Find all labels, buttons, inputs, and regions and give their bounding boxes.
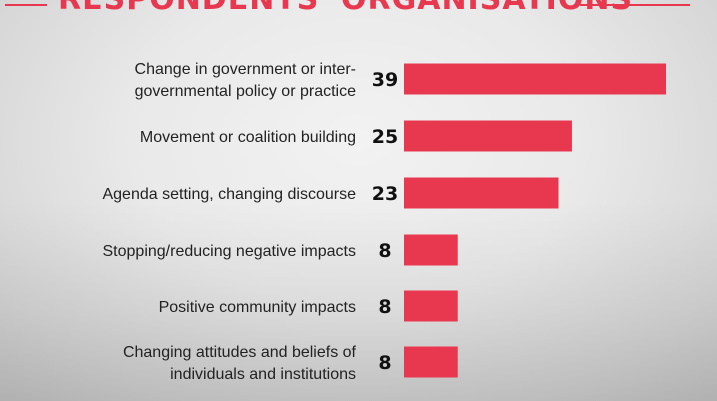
chart-title-row: RESPONDENTS' ORGANISATIONS bbox=[0, 0, 717, 18]
category-label: Agenda setting, changing discourse bbox=[102, 186, 356, 203]
category-label: Movement or coalition building bbox=[140, 129, 356, 146]
value-label: 8 bbox=[378, 296, 391, 318]
bar bbox=[404, 290, 458, 322]
value-label: 23 bbox=[372, 183, 398, 205]
value-label: 25 bbox=[372, 126, 398, 148]
bar bbox=[404, 234, 458, 266]
category-label: Changing attitudes and beliefs of individ… bbox=[123, 344, 357, 383]
value-label: 8 bbox=[378, 352, 391, 374]
category-label: Change in government or inter-government… bbox=[135, 61, 357, 100]
bar bbox=[404, 177, 559, 209]
bar bbox=[404, 120, 572, 152]
category-label: Stopping/reducing negative impacts bbox=[103, 243, 357, 260]
chart-title: RESPONDENTS' ORGANISATIONS bbox=[58, 0, 632, 17]
value-label: 39 bbox=[372, 69, 398, 91]
bar bbox=[404, 63, 666, 95]
bar bbox=[404, 346, 458, 378]
title-rule-left bbox=[5, 4, 47, 6]
title-rule-right bbox=[580, 4, 690, 6]
value-label: 8 bbox=[378, 240, 391, 262]
category-label: Positive community impacts bbox=[159, 299, 356, 316]
